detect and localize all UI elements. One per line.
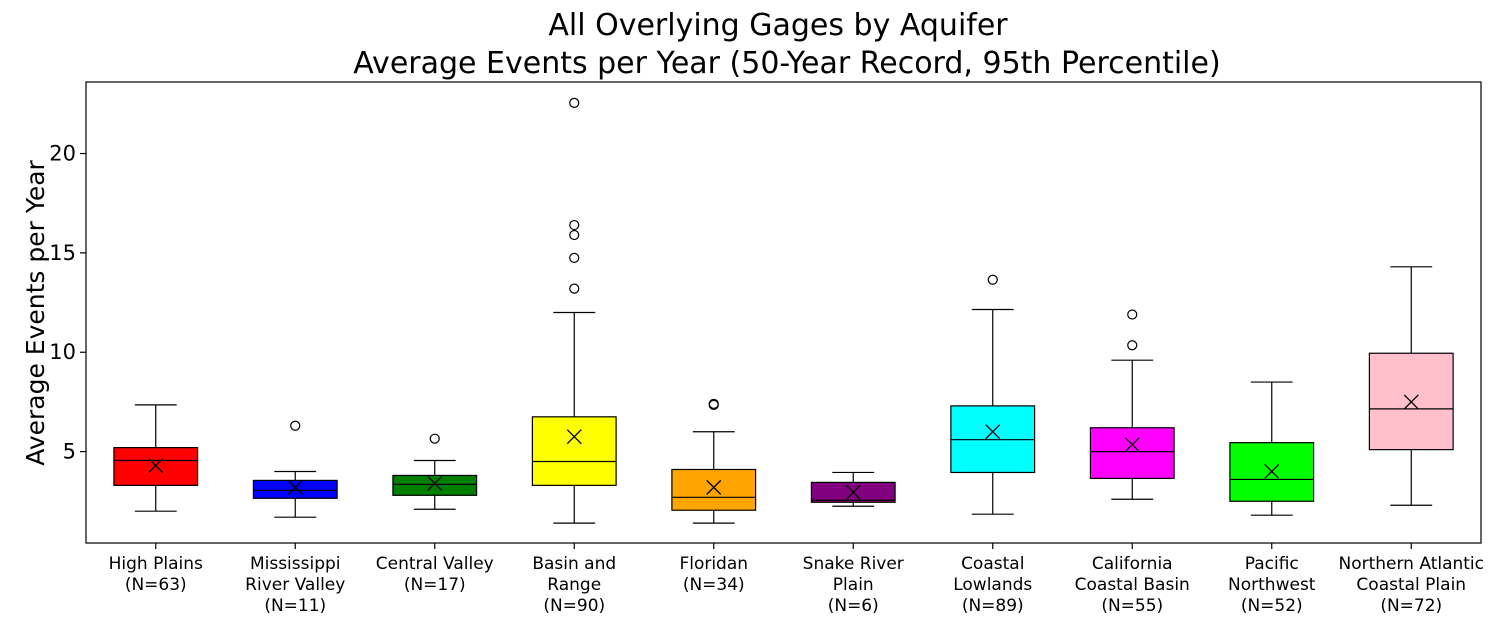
x-tick-label: Mississippi <box>250 554 341 574</box>
x-tick-label: Coastal Basin <box>1075 575 1190 595</box>
outlier-point <box>987 274 998 285</box>
x-tick-label: Lowlands <box>953 575 1032 595</box>
y-tick-label: 15 <box>49 241 76 265</box>
outlier-point <box>569 229 580 241</box>
mean-marker <box>845 484 861 500</box>
mean-marker <box>985 424 1001 440</box>
x-tick-label: Northern Atlantic <box>1338 554 1484 574</box>
x-tick-label: (N=72) <box>1380 596 1442 616</box>
x-tick-label: Snake River <box>803 554 904 574</box>
outlier-point <box>290 420 301 431</box>
mean-marker <box>148 458 164 473</box>
x-tick-label: Central Valley <box>376 554 494 574</box>
x-tick-label: (N=55) <box>1101 596 1163 616</box>
x-tick-label: Coastal <box>961 554 1024 574</box>
x-tick-label: (N=52) <box>1241 596 1303 616</box>
mean-marker <box>1124 437 1140 453</box>
chart-title-line-1: All Overlying Gages by Aquifer <box>548 8 1008 43</box>
plot-area: 5 10 15 20 High Plains(N=63) MississippiRiver… <box>49 97 1484 616</box>
mean-marker <box>566 429 582 445</box>
x-tick-label: (N=63) <box>125 575 187 595</box>
mean-marker <box>1264 464 1280 479</box>
x-tick-label: High Plains <box>109 554 203 574</box>
chart-title-line-2: Average Events per Year (50-Year Record,… <box>353 46 1220 81</box>
x-tick-label: Coastal Plain <box>1356 575 1466 595</box>
x-tick-label: Range <box>547 575 601 595</box>
x-tick-label: Plain <box>833 575 874 595</box>
x-tick-label: (N=90) <box>543 596 605 616</box>
outlier-point <box>569 97 580 108</box>
x-tick-label: (N=11) <box>264 596 326 616</box>
outlier-point <box>569 219 580 231</box>
y-axis-label: Average Events per Year <box>21 159 50 465</box>
box <box>671 468 757 511</box>
x-tick-label: (N=89) <box>962 596 1024 616</box>
x-tick-label: Pacific <box>1245 554 1299 574</box>
y-tick-label: 5 <box>63 440 76 464</box>
box <box>113 447 199 486</box>
x-tick-label: (N=6) <box>828 596 879 616</box>
mean-marker <box>427 475 443 491</box>
outlier-point <box>569 252 580 263</box>
mean-marker <box>287 479 303 495</box>
outlier-point <box>708 398 719 410</box>
y-tick-label: 20 <box>49 142 76 166</box>
box <box>392 474 478 496</box>
outlier-point <box>1127 309 1138 320</box>
box <box>531 416 617 486</box>
plot-frame <box>85 81 1482 544</box>
x-tick-label: Floridan <box>679 554 748 574</box>
x-tick-label: Basin and <box>532 554 616 574</box>
mean-marker <box>706 479 722 495</box>
outlier-point <box>1127 340 1138 351</box>
x-tick-label: California <box>1092 554 1173 574</box>
x-tick-label: River Valley <box>245 575 345 595</box>
outlier-point <box>569 283 580 294</box>
y-tick-label: 10 <box>49 340 76 364</box>
x-tick-label: (N=17) <box>404 575 466 595</box>
mean-marker <box>1403 394 1419 410</box>
x-tick-label: (N=34) <box>683 575 745 595</box>
outlier-point <box>429 433 440 444</box>
box <box>252 479 338 499</box>
x-tick-label: Northwest <box>1228 575 1316 595</box>
box <box>1089 427 1175 480</box>
